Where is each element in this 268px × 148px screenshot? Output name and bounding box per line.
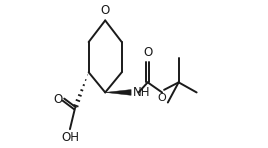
Text: O: O <box>158 93 166 103</box>
Text: O: O <box>143 46 152 59</box>
Text: O: O <box>53 93 62 106</box>
Text: O: O <box>100 4 110 17</box>
Polygon shape <box>105 90 131 95</box>
Text: OH: OH <box>61 131 79 144</box>
Text: NH: NH <box>133 86 151 99</box>
